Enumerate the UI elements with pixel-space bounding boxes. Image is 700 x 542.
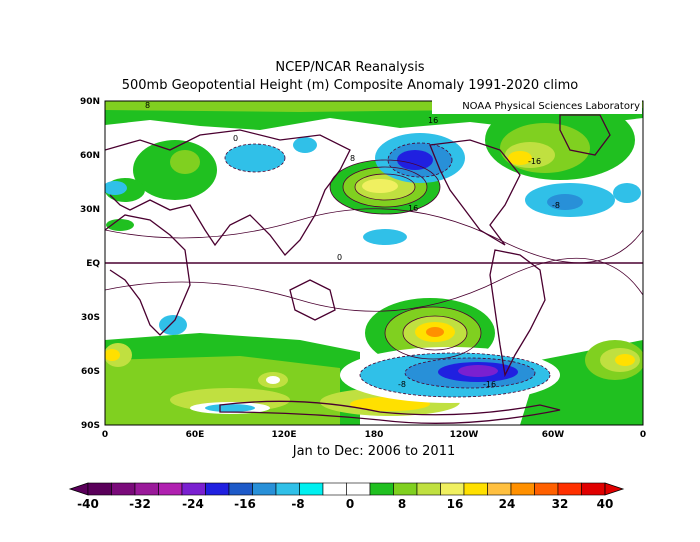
map-frame (104, 100, 644, 426)
colorbar-swatch (487, 482, 512, 496)
contour-label: 0 (233, 134, 238, 143)
lon-tick: 0 (640, 430, 646, 440)
contour-label: -16 (528, 157, 541, 166)
colorbar-swatch (440, 482, 465, 496)
colorbar-swatch (181, 482, 206, 496)
contour-label: -8 (398, 380, 406, 389)
colorbar-label: 40 (597, 497, 614, 511)
chart-title: NCEP/NCAR Reanalysis (275, 60, 425, 75)
colorbar-label: 32 (552, 497, 569, 511)
lat-tick: EQ (86, 259, 100, 269)
contour-label: 0 (337, 253, 342, 262)
lab-credit: NOAA Physical Sciences Laboratory (432, 100, 642, 114)
lat-tick: 60N (80, 151, 100, 161)
colorbar-label: 16 (447, 497, 464, 511)
colorbar-swatch (581, 482, 606, 496)
colorbar-swatch (346, 482, 371, 496)
contour-label: 8 (145, 101, 150, 110)
lon-tick: 120W (450, 430, 479, 440)
lat-tick: 90N (80, 97, 100, 107)
colorbar-arrow-right (604, 482, 625, 496)
colorbar-swatch (275, 482, 300, 496)
colorbar-swatch (557, 482, 582, 496)
contour-label: 8 (350, 154, 355, 163)
contour-label: 16 (428, 116, 438, 125)
colorbar-label: -8 (291, 497, 304, 511)
lat-tick: 90S (81, 421, 100, 431)
colorbar-swatch (463, 482, 488, 496)
colorbar-swatch (322, 482, 347, 496)
colorbar-swatch (134, 482, 159, 496)
colorbar-label: 0 (346, 497, 354, 511)
colorbar-swatch (158, 482, 183, 496)
colorbar-swatch (87, 482, 112, 496)
contour-label: 16 (408, 204, 418, 213)
lat-axis: 90N 60N 30N EQ 30S 60S 90S (80, 97, 100, 431)
lat-tick: 30N (80, 205, 100, 215)
lon-tick: 120E (272, 430, 297, 440)
colorbar-label: 24 (499, 497, 516, 511)
map-fields (105, 101, 643, 425)
contour-label: -8 (552, 201, 560, 210)
lon-axis: 0 60E 120E 180 120W 60W 0 (102, 430, 646, 440)
contour-labels: 8 16 -8 -16 0 8 16 -8 -16 0 (145, 101, 560, 389)
lon-tick: 180 (365, 430, 384, 440)
colorbar-arrow-left (68, 482, 89, 496)
colorbar-label: -32 (129, 497, 151, 511)
colorbar-labels: -40 -32 -24 -16 -8 0 8 16 24 32 40 (77, 497, 613, 511)
colorbar-swatch (393, 482, 418, 496)
colorbar-label: -40 (77, 497, 99, 511)
colorbar-swatch (252, 482, 277, 496)
colorbar-swatch (228, 482, 253, 496)
lat-tick: 60S (81, 367, 100, 377)
colorbar-swatch (111, 482, 136, 496)
colorbar-swatch (416, 482, 441, 496)
lon-tick: 60E (186, 430, 205, 440)
date-range: Jan to Dec: 2006 to 2011 (292, 444, 456, 459)
colorbar-swatch (369, 482, 394, 496)
lon-tick: 60W (542, 430, 565, 440)
colorbar-label: -24 (182, 497, 204, 511)
colorbar-label: -16 (234, 497, 256, 511)
lon-tick: 0 (102, 430, 108, 440)
colorbar-swatch (534, 482, 559, 496)
colorbar-swatch (299, 482, 324, 496)
contour-label: -16 (483, 380, 496, 389)
colorbar (68, 482, 625, 496)
colorbar-label: 8 (398, 497, 406, 511)
lat-tick: 30S (81, 313, 100, 323)
chart-subtitle: 500mb Geopotential Height (m) Composite … (121, 78, 579, 93)
colorbar-swatch (205, 482, 230, 496)
colorbar-swatch (510, 482, 535, 496)
